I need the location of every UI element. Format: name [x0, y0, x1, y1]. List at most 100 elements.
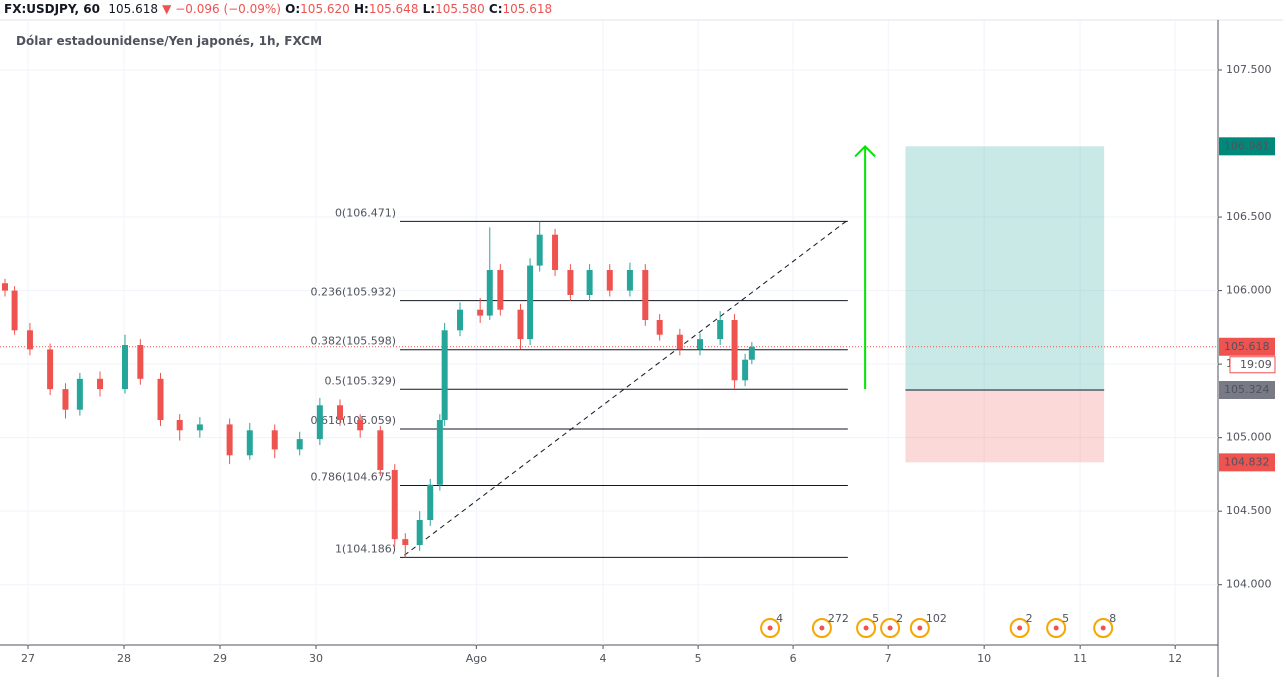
last-price: 105.618 [108, 2, 158, 16]
stop-zone [905, 390, 1105, 463]
subtitle: Dólar estadounidense/Yen japonés, 1h, FX… [16, 34, 323, 48]
price-tag-label: 105.618 [1224, 340, 1270, 353]
candle-body [97, 378, 104, 390]
candle-body [486, 270, 493, 316]
x-tick-label: 7 [885, 652, 892, 665]
c-label: C: [488, 2, 503, 16]
candle-body [402, 539, 409, 545]
low: 105.580 [435, 2, 485, 16]
event-count: 272 [828, 612, 849, 625]
fib-label: 0.382(105.598) [310, 335, 396, 348]
candle-body [656, 320, 663, 335]
candle-body [246, 430, 253, 456]
event-dot [819, 625, 825, 631]
fib-label: 0.236(105.932) [310, 286, 396, 299]
candle-body [391, 470, 398, 540]
price-tag [1219, 381, 1275, 399]
trend-line [404, 219, 849, 556]
close: 105.618 [502, 2, 553, 16]
price-tag-label: 104.832 [1224, 455, 1270, 468]
symbol: FX:USDJPY, 60 [4, 2, 100, 16]
candle-body [316, 405, 323, 440]
countdown-box [1229, 356, 1276, 374]
y-tick-label: 106.500 [1226, 210, 1272, 223]
candle-body [441, 330, 448, 420]
event-dot [863, 625, 869, 631]
candle-body [377, 430, 384, 470]
candle-body [296, 439, 303, 450]
symbol-header: FX:USDJPY, 60 105.618 ▼ −0.096 (−0.09%) … [4, 2, 552, 16]
candle-body [606, 270, 613, 291]
y-tick-label: 105.000 [1226, 431, 1272, 444]
change-value: −0.096 (−0.09%) [175, 2, 281, 16]
candle-body [642, 270, 649, 320]
h-label: H: [353, 2, 369, 16]
fib-label: 1(104.186) [335, 542, 396, 555]
candle-body [536, 234, 543, 266]
candle-body [357, 420, 364, 431]
fib-label: 0.786(104.675) [310, 470, 396, 483]
event-count: 4 [776, 612, 783, 625]
event-dot [1053, 625, 1059, 631]
price-tag [1219, 453, 1275, 472]
event-dot [1017, 625, 1023, 631]
candle-body [527, 265, 534, 340]
candle-body [626, 270, 633, 291]
x-tick-label: 28 [117, 652, 131, 665]
o-label: O: [285, 2, 301, 16]
candle-body [196, 424, 203, 431]
candle-body [497, 270, 504, 310]
event-dot [887, 625, 893, 631]
candle-body [517, 309, 524, 340]
candle-body [176, 420, 183, 431]
candle-body [748, 346, 755, 360]
event-count: 102 [926, 612, 947, 625]
x-tick-label: 29 [213, 652, 227, 665]
arrow [854, 145, 876, 390]
candle-body [1, 283, 8, 291]
candle-body [416, 520, 423, 545]
candle-body [226, 424, 233, 456]
x-tick-label: 30 [309, 652, 323, 665]
y-tick-label: 104.000 [1226, 578, 1272, 591]
event-count: 5 [1062, 612, 1069, 625]
event-count: 2 [1026, 612, 1033, 625]
price-tag [1219, 137, 1275, 156]
x-tick-label: 12 [1168, 652, 1182, 665]
event-count: 5 [872, 612, 879, 625]
candle-body [436, 420, 443, 485]
x-tick-label: 4 [600, 652, 607, 665]
candle-body [271, 430, 278, 450]
x-tick-label: 27 [21, 652, 35, 665]
x-tick-label: 10 [977, 652, 991, 665]
x-tick-label: 11 [1073, 652, 1087, 665]
candle-body [697, 339, 704, 350]
candle-body [76, 378, 83, 410]
candle-body [62, 389, 69, 410]
candle-body [586, 270, 593, 295]
change: ▼ −0.096 (−0.09%) [162, 2, 281, 16]
countdown: 19:09 [1240, 358, 1272, 371]
candle-body [731, 320, 738, 381]
fib-label: 0.618(105.059) [310, 414, 396, 427]
price-tag-label: 106.981 [1224, 139, 1270, 152]
candle-body [26, 330, 33, 350]
candle-body [137, 345, 144, 379]
candle-body [742, 359, 749, 381]
open: 105.620 [300, 2, 350, 16]
candle-body [676, 334, 683, 350]
event-dot [1100, 625, 1106, 631]
candle-body [157, 378, 164, 420]
high: 105.648 [368, 2, 419, 16]
l-label: L: [422, 2, 436, 16]
candle-body [121, 345, 128, 390]
event-count: 2 [896, 612, 903, 625]
price-tag [1219, 337, 1275, 356]
candle-body [552, 234, 559, 270]
candle-body [567, 270, 574, 295]
price-tag-label: 105.324 [1224, 383, 1270, 396]
x-tick-label: 5 [695, 652, 702, 665]
y-tick-label: 106.000 [1226, 284, 1272, 297]
y-tick-label: 107.500 [1226, 63, 1272, 76]
x-tick-label: Ago [466, 652, 488, 665]
